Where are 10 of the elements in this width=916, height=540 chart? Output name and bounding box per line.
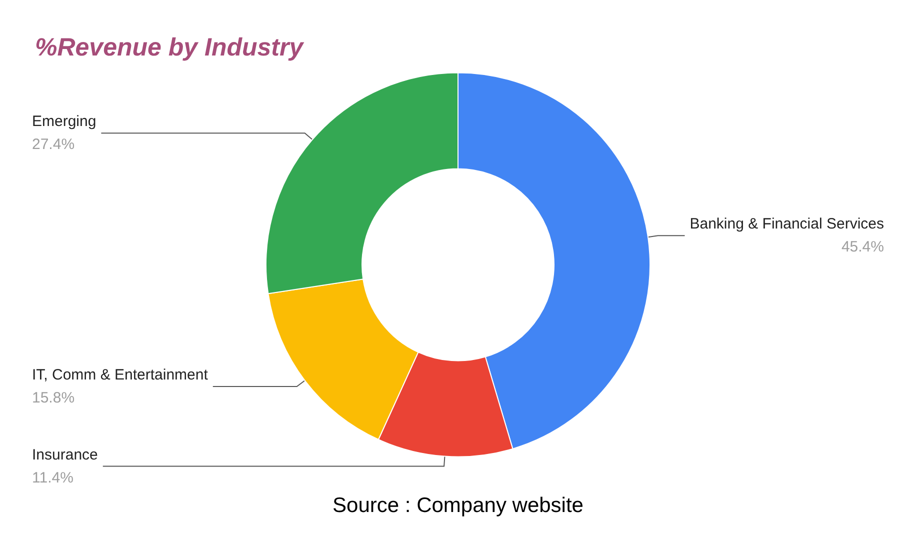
slice-label: Insurance (32, 446, 98, 464)
slice-label: Emerging (32, 113, 96, 130)
slice-label: Banking & Financial Services (690, 216, 884, 233)
data-label: 15.8% (32, 390, 75, 407)
data-label: 27.4% (32, 136, 75, 154)
source-note: Source : Company website (332, 494, 584, 517)
slice-label: IT, Comm & Entertainment (32, 366, 209, 384)
data-label: 11.4% (32, 469, 74, 486)
chart-title: %Revenue by Industry (35, 34, 304, 62)
data-label: 45.4% (841, 238, 884, 256)
